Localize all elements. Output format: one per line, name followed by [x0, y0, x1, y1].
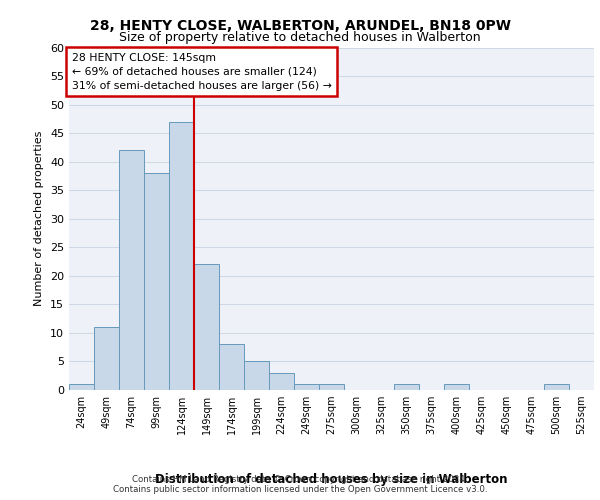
Bar	[144, 173, 169, 390]
Text: 28 HENTY CLOSE: 145sqm
← 69% of detached houses are smaller (124)
31% of semi-de: 28 HENTY CLOSE: 145sqm ← 69% of detached…	[71, 52, 331, 90]
Text: Contains public sector information licensed under the Open Government Licence v3: Contains public sector information licen…	[113, 484, 487, 494]
Bar	[444, 384, 469, 390]
Text: Size of property relative to detached houses in Walberton: Size of property relative to detached ho…	[119, 31, 481, 44]
Text: Contains HM Land Registry data © Crown copyright and database right 2024.: Contains HM Land Registry data © Crown c…	[132, 475, 468, 484]
Bar	[294, 384, 319, 390]
Bar	[194, 264, 219, 390]
Y-axis label: Number of detached properties: Number of detached properties	[34, 131, 44, 306]
Text: 28, HENTY CLOSE, WALBERTON, ARUNDEL, BN18 0PW: 28, HENTY CLOSE, WALBERTON, ARUNDEL, BN1…	[89, 19, 511, 33]
Bar	[94, 327, 119, 390]
X-axis label: Distribution of detached houses by size in Walberton: Distribution of detached houses by size …	[155, 473, 508, 486]
Bar	[119, 150, 144, 390]
Bar	[394, 384, 419, 390]
Bar	[319, 384, 344, 390]
Bar	[69, 384, 94, 390]
Bar	[269, 373, 294, 390]
Bar	[544, 384, 569, 390]
Bar	[219, 344, 244, 390]
Bar	[244, 362, 269, 390]
Bar	[169, 122, 194, 390]
